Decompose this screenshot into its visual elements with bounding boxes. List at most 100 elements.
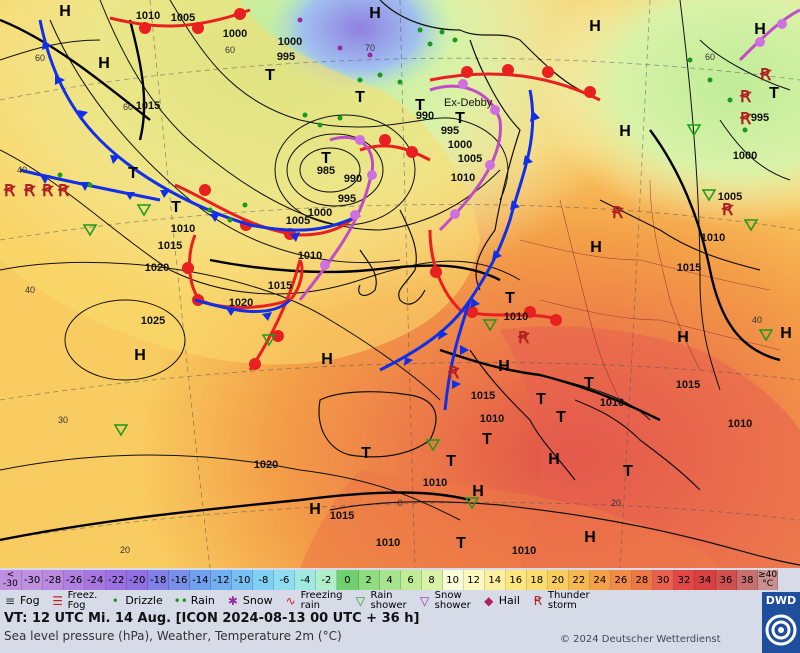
legend-item-fog: ≡ Fog xyxy=(0,592,40,610)
isobar-label: 1015 xyxy=(330,510,354,522)
scale-cell: 14 xyxy=(484,570,506,590)
legend-label: Freezing rain xyxy=(300,590,343,611)
svg-text:Ꞧ: Ꞧ xyxy=(23,183,36,200)
legend-item-snow: ✱ Snow xyxy=(223,592,273,610)
isobar-label: 1010 xyxy=(701,232,725,244)
dwd-logo: DWD xyxy=(762,592,800,653)
high-pressure-marker: H xyxy=(589,18,601,35)
svg-text:Ꞧ: Ꞧ xyxy=(3,183,16,200)
high-pressure-marker: H xyxy=(498,358,510,375)
scale-cell: -8 xyxy=(253,570,275,590)
scale-cell: -30 xyxy=(22,570,44,590)
low-pressure-marker: T xyxy=(321,150,331,167)
graticule-label: 60 xyxy=(35,53,45,63)
legend-symbol-icon: ▽ xyxy=(420,594,430,608)
scale-cell: 32 xyxy=(673,570,695,590)
scale-cell: 8 xyxy=(421,570,443,590)
isobar-label: 1005 xyxy=(286,215,310,227)
scale-cell: 2 xyxy=(358,570,380,590)
isobar-label: 1000 xyxy=(308,207,332,219)
isobar-label: 1000 xyxy=(733,150,757,162)
scale-label: -30 xyxy=(3,579,18,589)
isobar-label: 995 xyxy=(338,193,356,205)
legend-label: Freez. Fog xyxy=(67,590,98,611)
svg-text:Ꞧ: Ꞧ xyxy=(759,67,772,84)
svg-text:Ꞧ: Ꞧ xyxy=(57,183,70,200)
scale-cell: -20 xyxy=(127,570,149,590)
scale-label: ≥40 xyxy=(758,570,778,580)
scale-cell: 16 xyxy=(505,570,527,590)
isobar-label: 985 xyxy=(317,165,335,177)
scale-cell: -24 xyxy=(85,570,107,590)
isobar-label: 1005 xyxy=(718,191,742,203)
graticule-label: 20 xyxy=(611,498,621,508)
legend-symbol-icon: ≡ xyxy=(4,594,16,608)
scale-cell: 12 xyxy=(463,570,485,590)
isobar-label: 1010 xyxy=(451,172,475,184)
legend-label: Snow xyxy=(242,594,273,607)
isobar-label: 1025 xyxy=(141,315,165,327)
graticule-label: 60 xyxy=(123,102,133,112)
temperature-labels: 60 60 60 40 40 30 20 0 20 40 60 70 xyxy=(17,43,762,555)
low-pressure-marker: T xyxy=(556,409,566,426)
high-pressure-marker: H xyxy=(590,239,602,256)
legend-label: Rain shower xyxy=(370,590,407,611)
isobar-label: 1020 xyxy=(229,297,253,309)
scale-cell: 38 xyxy=(737,570,759,590)
legend-symbol-icon: ∿ xyxy=(285,594,296,608)
legend-label: Hail xyxy=(498,594,520,607)
isobar-label: 1010 xyxy=(504,311,528,323)
graticule-label: 0 xyxy=(397,498,402,508)
legend-symbol-icon: ☰ xyxy=(52,594,64,608)
high-pressure-marker: H xyxy=(754,21,766,38)
low-pressure-marker: T xyxy=(769,85,779,102)
legend-item-freezing: ∿ Freezing rain xyxy=(281,591,343,611)
low-pressure-marker: T xyxy=(415,97,425,114)
graticule-label: 20 xyxy=(120,545,130,555)
scale-cell: -18 xyxy=(148,570,170,590)
high-pressure-marker: H xyxy=(321,351,333,368)
low-pressure-marker: T xyxy=(361,445,371,462)
scale-cell: -10 xyxy=(232,570,254,590)
scale-cell: 26 xyxy=(610,570,632,590)
isobar-label: 990 xyxy=(416,110,434,122)
legend-item-drizzle: • Drizzle xyxy=(105,592,163,610)
graticule-label: 40 xyxy=(25,285,35,295)
weather-symbol-legend: ≡ Fog ☰ Freez. Fog • Drizzle •• Rain ✱ Snow ∿ Freez… xyxy=(0,590,760,612)
high-pressure-marker: H xyxy=(619,123,631,140)
legend-symbol-icon: • xyxy=(111,594,119,608)
scale-cell: 24 xyxy=(589,570,611,590)
scale-cell: -22 xyxy=(106,570,128,590)
occluded-fronts xyxy=(298,8,800,301)
isobar-label: 1010 xyxy=(171,223,195,235)
isobar-label: 1015 xyxy=(677,262,701,274)
svg-text:Ꞧ: Ꞧ xyxy=(611,205,624,222)
scale-cell: -16 xyxy=(169,570,191,590)
low-pressure-marker: T xyxy=(623,463,633,480)
isobar-labels: 1010 100510001000995101599099510001005101… xyxy=(136,10,769,557)
svg-text:Ꞧ: Ꞧ xyxy=(41,183,54,200)
graticule-label: 30 xyxy=(58,415,68,425)
low-pressure-marker: T xyxy=(482,431,492,448)
high-pressure-marker: H xyxy=(369,5,381,22)
high-pressure-marker: H xyxy=(548,451,560,468)
legend-item-thunder: Ꞧ Thunder storm xyxy=(528,591,590,611)
svg-text:Ꞧ: Ꞧ xyxy=(739,89,752,106)
low-pressure-marker: T xyxy=(355,89,365,106)
valid-time-label: VT: 12 UTC Mi. 14 Aug. [ICON 2024-08-13 … xyxy=(4,611,420,626)
isobar-label: 1010 xyxy=(480,413,504,425)
legend-item-hail: ◆ Hail xyxy=(479,592,520,610)
cold-fronts xyxy=(19,19,540,411)
svg-text:Ꞧ: Ꞧ xyxy=(517,330,530,347)
high-pressure-marker: H xyxy=(584,529,596,546)
isobar-label: 1005 xyxy=(171,12,195,24)
legend-label: Thunder storm xyxy=(547,590,590,611)
high-pressure-marker: H xyxy=(472,483,484,500)
svg-text:Ꞧ: Ꞧ xyxy=(721,202,734,219)
high-pressure-marker: H xyxy=(309,501,321,518)
legend-item-freez-: ☰ Freez. Fog xyxy=(48,590,98,611)
country-borders xyxy=(519,179,781,401)
scale-label: < xyxy=(6,570,15,580)
graticule xyxy=(0,0,800,568)
